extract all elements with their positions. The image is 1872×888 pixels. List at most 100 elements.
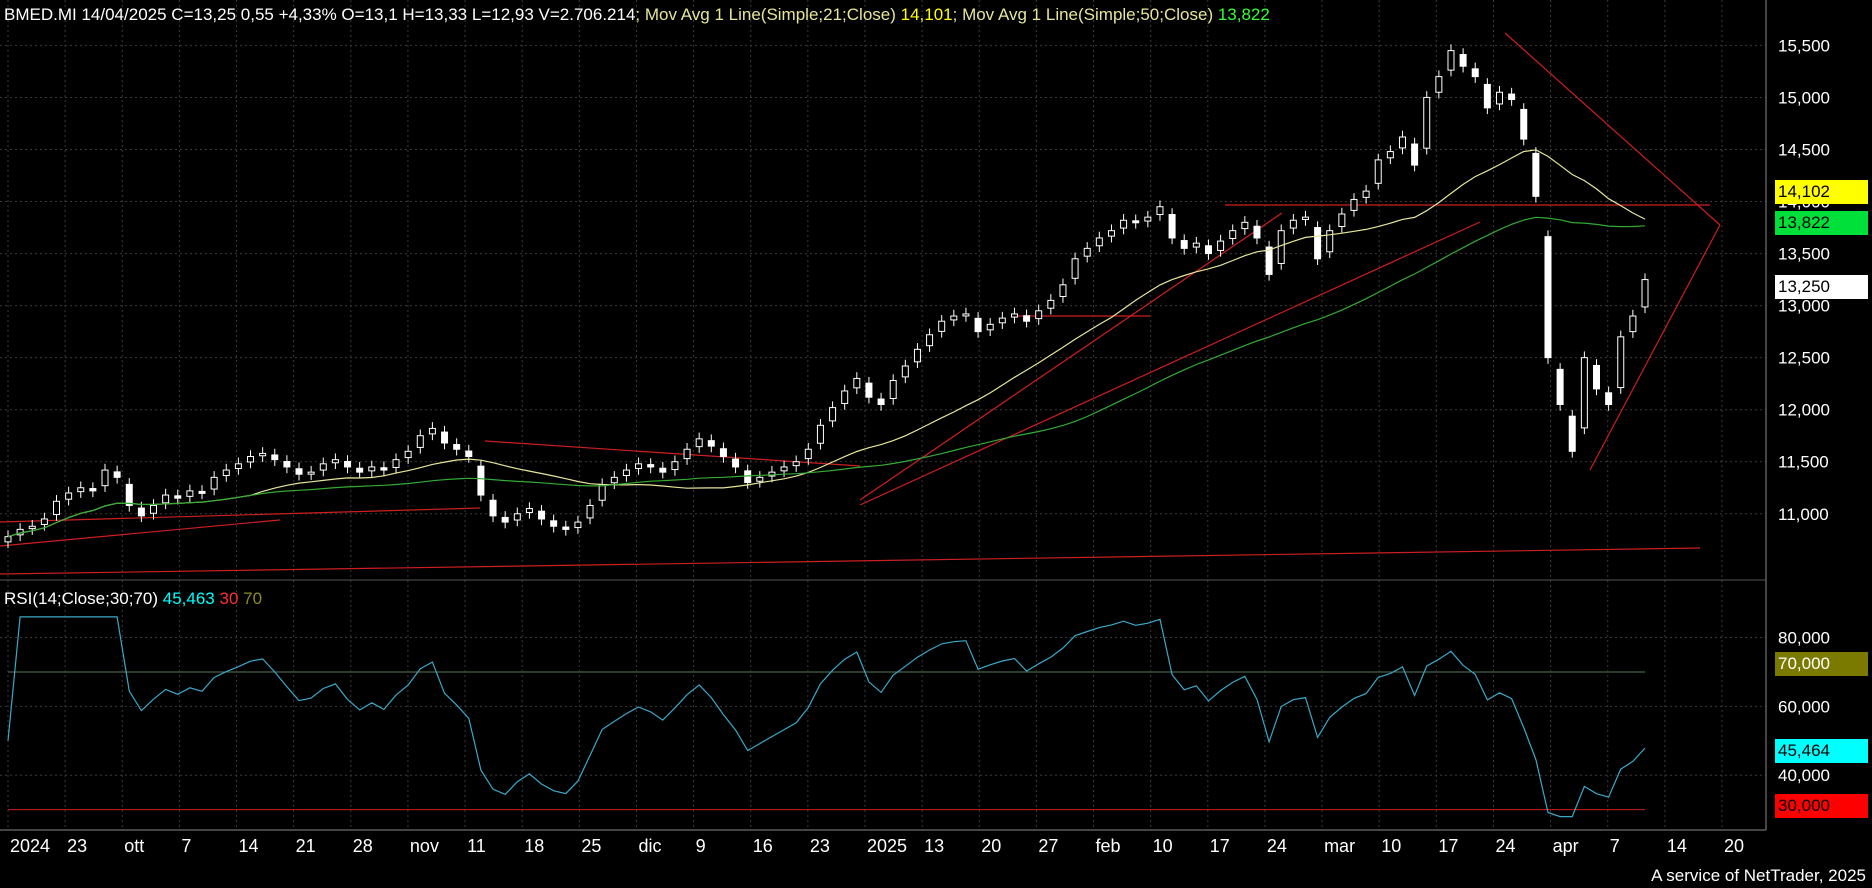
rsi-label: RSI(14;Close;30;70) [4,589,159,608]
time-tick-label: ott [124,836,144,856]
time-tick-label: 25 [581,836,601,856]
candle-body [1010,313,1018,318]
candle-body [550,520,558,527]
candle-body [998,317,1006,324]
rsi-tick-label: 60,000 [1778,697,1830,716]
footer-credit: A service of NetTrader, 2025 [1651,866,1866,885]
candle-body [1544,236,1552,359]
ohlc: C=13,25 0,55 +4,33% O=13,1 H=13,33 L=12,… [171,5,636,24]
ma21-label: ; Mov Avg 1 Line(Simple;21;Close) [635,5,896,24]
ma50-tag: 13,822 [1775,211,1868,235]
symbol: BMED.MI [4,5,77,24]
time-tick-label: 23 [810,836,830,856]
candle-body [1641,279,1649,308]
candle-body [1447,50,1455,71]
candle-body [453,444,461,450]
time-tick-label: 11 [467,836,486,856]
candle-body [1156,206,1164,216]
candle-body [1168,214,1176,239]
rsi-header: RSI(14;Close;30;70) 45,463 30 70 [4,589,262,609]
candle-body [586,504,594,519]
candle-body [1483,83,1491,109]
candle-body [489,499,497,517]
candle-body [1592,364,1600,390]
candle-body [780,466,788,472]
candle-body [913,348,921,363]
candle-body [101,469,109,487]
candle-body [1617,336,1625,389]
time-tick-label: nov [410,836,439,856]
candle-body [477,465,485,496]
candle-body [198,490,206,494]
price-tick-label: 11,000 [1778,505,1829,524]
candle-body [695,438,703,448]
candle-body [1035,310,1043,320]
axes: 11,00011,50012,00012,50013,00013,50014,0… [0,0,1830,856]
rsi-line [7,616,1646,818]
time-tick-label: 16 [753,836,773,856]
candle-body [441,431,449,444]
ma21-line [7,149,1646,538]
price-tick-label: 13,500 [1778,245,1830,264]
time-tick-label: 2025 [867,836,907,856]
candle-body [719,448,727,458]
moving-averages [7,149,1646,538]
candle-body [404,450,412,459]
candle-body [792,461,800,467]
rsi-upper: 70 [243,589,263,608]
candle-body [525,508,533,513]
candle-body [1398,136,1406,149]
candle-body [889,380,897,400]
candle-body [1605,392,1613,405]
uptrend-line-1 [859,212,1283,501]
candle-body [150,504,158,514]
time-tick-label: 13 [924,836,944,856]
candle-body [392,459,400,468]
date: 14/04/2025 [81,5,167,24]
candle-body [283,460,291,468]
candle-body [234,463,242,469]
candle-body [901,365,909,378]
time-tick-label: 24 [1495,836,1515,856]
candle-body [816,424,824,444]
price-tick-label: 11,500 [1778,453,1829,472]
time-tick-label: dic [638,836,661,856]
candle-body [28,525,36,530]
candles [4,44,1649,549]
candle-body [1568,415,1576,452]
candle-body [1411,143,1419,166]
candle-body [1350,198,1358,211]
candle-body [416,435,424,448]
candle-body [356,467,364,473]
close-tag: 13,250 [1775,275,1868,299]
candle-body [841,390,849,404]
price-tick-label: 12,000 [1778,401,1830,420]
candle-body [683,448,691,460]
price-tick-label: 15,500 [1778,36,1830,55]
candle-body [610,476,618,484]
candle-body [40,518,48,525]
time-tick-label: 14 [1667,836,1687,856]
candle-body [513,513,521,521]
candle-body [368,466,376,472]
candle-body [1083,247,1091,257]
candle-body [77,487,85,493]
candle-body [1338,213,1346,228]
price-tick-label: 15,000 [1778,88,1830,107]
candle-body [1326,230,1334,253]
candle-body [756,476,764,482]
ma21-tag: 14,102 [1775,180,1868,204]
ma50-label: ; Mov Avg 1 Line(Simple;50;Close) [952,5,1214,24]
candle-body [1095,237,1103,247]
time-tick-label: 20 [1724,836,1744,856]
candle-body [598,484,606,501]
candle-body [804,448,812,460]
rsi-lower-tag: 30,000 [1775,794,1868,818]
candle-body [65,492,73,500]
price-tick-label: 13,000 [1778,297,1830,316]
candle-body [1047,299,1055,309]
candle-body [1314,227,1322,260]
rsi-tick-label: 80,000 [1778,629,1830,648]
candle-body [1192,242,1200,248]
candle-body [1023,315,1031,322]
